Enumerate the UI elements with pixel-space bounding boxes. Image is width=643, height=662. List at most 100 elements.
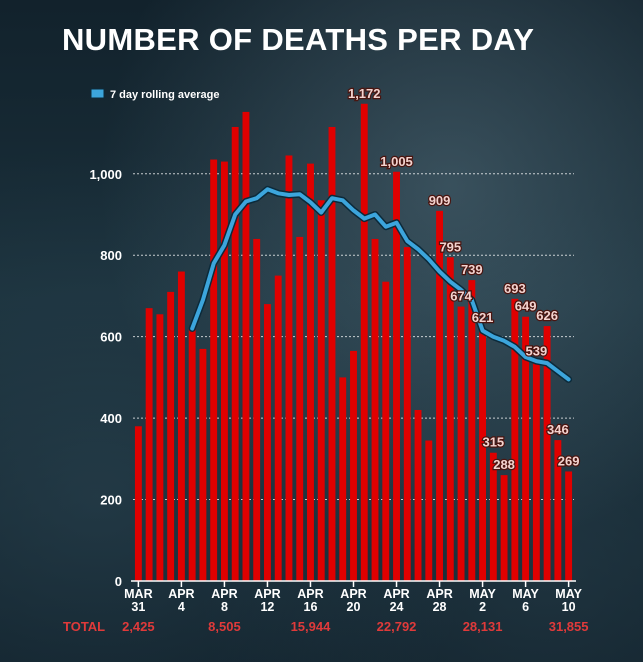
bar bbox=[565, 471, 573, 581]
bar bbox=[350, 350, 357, 581]
bar bbox=[500, 475, 508, 581]
x-tick-label-day: 10 bbox=[562, 600, 576, 614]
rolling-average-line bbox=[190, 187, 571, 382]
x-tick-label-day: 4 bbox=[178, 600, 185, 614]
x-tick-label-day: 16 bbox=[304, 600, 318, 614]
y-tick-label: 1,000 bbox=[89, 167, 122, 182]
data-labels: 1,172 1,005 909 795 674 739 621 315 288 693 649 539… bbox=[347, 85, 581, 474]
bar bbox=[446, 257, 454, 581]
data-label: 346 bbox=[547, 422, 569, 437]
x-tick-label-month: MAY bbox=[469, 587, 496, 601]
y-tick-label: 0 bbox=[115, 574, 122, 589]
x-tick-label-month: APR bbox=[211, 587, 237, 601]
data-label: 626 bbox=[536, 308, 558, 323]
total-value: 2,425 bbox=[122, 619, 155, 634]
bar bbox=[425, 440, 433, 581]
bar bbox=[296, 236, 304, 581]
legend: 7 day rolling average bbox=[90, 88, 219, 101]
total-value: 22,792 bbox=[377, 619, 417, 634]
x-tick-label-month: APR bbox=[340, 587, 366, 601]
x-tick-label-month: APR bbox=[383, 587, 409, 601]
data-label: 739 bbox=[461, 262, 483, 277]
data-label: 649 bbox=[515, 299, 537, 314]
x-tick-label-day: 2 bbox=[479, 600, 486, 614]
x-tick-label-month: MAY bbox=[512, 587, 539, 601]
totals-row: TOTAL 2,425 8,505 15,944 22,792 28,131 31,855 bbox=[63, 619, 589, 634]
bar bbox=[457, 306, 465, 581]
total-value: 31,855 bbox=[549, 619, 589, 634]
data-label: 795 bbox=[439, 239, 461, 254]
y-tick-label: 400 bbox=[100, 411, 122, 426]
x-tick-label-month: MAR bbox=[124, 587, 152, 601]
bar bbox=[177, 271, 185, 581]
bars bbox=[134, 103, 573, 582]
x-tick-label-month: MAY bbox=[555, 587, 582, 601]
bar bbox=[403, 247, 411, 581]
x-tick-label-month: APR bbox=[426, 587, 452, 601]
x-tick-label-day: 8 bbox=[221, 600, 228, 614]
bar bbox=[511, 298, 519, 581]
data-label: 539 bbox=[526, 344, 548, 359]
bar bbox=[188, 328, 196, 581]
data-label: 269 bbox=[558, 453, 580, 468]
data-label: 1,172 bbox=[348, 86, 381, 101]
x-tick-label-day: 31 bbox=[131, 600, 145, 614]
bar bbox=[253, 238, 261, 581]
bar bbox=[532, 361, 540, 581]
bar bbox=[393, 171, 400, 582]
data-label: 909 bbox=[429, 193, 451, 208]
bar bbox=[414, 409, 422, 581]
axes: 02004006008001,000MAR31APR4APR8APR12APR1… bbox=[89, 167, 582, 614]
x-tick-label-month: APR bbox=[254, 587, 280, 601]
bar bbox=[220, 161, 228, 582]
bar bbox=[156, 314, 164, 581]
total-value: 28,131 bbox=[463, 619, 503, 634]
x-tick-label-day: 6 bbox=[522, 600, 529, 614]
x-tick-label-day: 24 bbox=[390, 600, 404, 614]
data-label: 693 bbox=[504, 281, 526, 296]
bar bbox=[328, 126, 336, 582]
bar bbox=[274, 275, 282, 581]
bar bbox=[543, 326, 551, 581]
y-tick-label: 800 bbox=[100, 248, 122, 263]
data-label: 315 bbox=[482, 435, 504, 450]
x-tick-label-day: 28 bbox=[433, 600, 447, 614]
bar bbox=[242, 111, 250, 581]
bar bbox=[285, 155, 293, 581]
total-value: 15,944 bbox=[291, 619, 332, 634]
bar bbox=[134, 426, 142, 581]
bar bbox=[199, 348, 207, 581]
bar bbox=[307, 163, 314, 581]
data-label: 288 bbox=[493, 457, 515, 472]
bar bbox=[231, 126, 239, 582]
data-label: 1,005 bbox=[380, 154, 413, 169]
legend-label: 7 day rolling average bbox=[110, 89, 219, 101]
bar bbox=[468, 280, 476, 581]
bar bbox=[554, 440, 562, 581]
y-tick-label: 200 bbox=[100, 493, 122, 508]
total-value: 8,505 bbox=[208, 619, 241, 634]
legend-swatch bbox=[90, 88, 105, 99]
bar bbox=[479, 328, 487, 581]
bar bbox=[522, 316, 530, 581]
bar bbox=[264, 304, 271, 581]
x-tick-label-month: APR bbox=[168, 587, 194, 601]
bar bbox=[167, 291, 175, 581]
bar bbox=[145, 308, 153, 581]
x-tick-label-day: 12 bbox=[260, 600, 274, 614]
rolling-average-line-group bbox=[188, 185, 573, 383]
x-tick-label-month: APR bbox=[297, 587, 323, 601]
bar bbox=[317, 200, 325, 581]
bar bbox=[489, 452, 497, 581]
x-tick-label-day: 20 bbox=[347, 600, 361, 614]
total-label: TOTAL bbox=[63, 619, 105, 634]
y-tick-label: 600 bbox=[100, 330, 122, 345]
bar bbox=[382, 281, 390, 581]
data-label: 674 bbox=[450, 289, 472, 304]
bar bbox=[339, 377, 347, 581]
bar bbox=[436, 210, 443, 581]
bar bbox=[210, 159, 218, 581]
bar bbox=[360, 103, 368, 581]
